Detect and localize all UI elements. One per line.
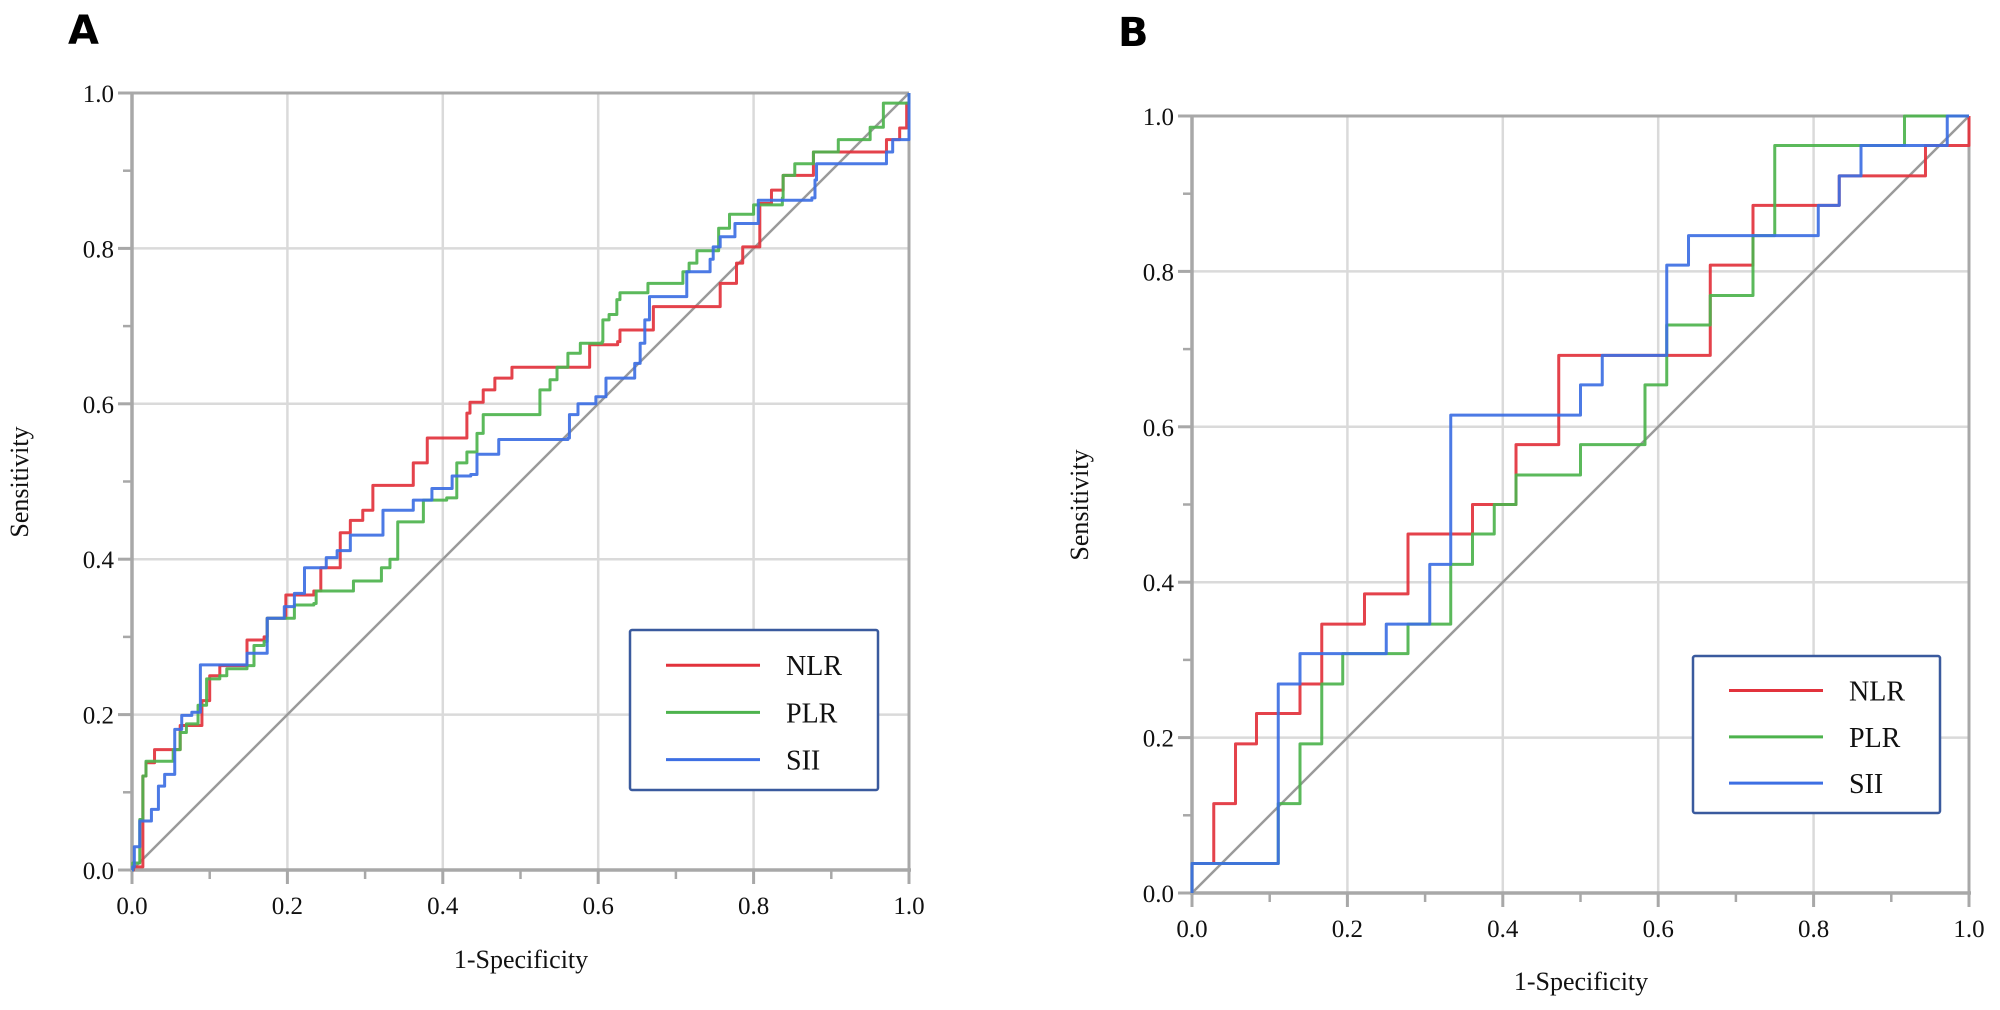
x-tick-label: 1.0 xyxy=(893,893,924,920)
roc-curve-sii xyxy=(131,93,911,872)
x-tick-label: 0.8 xyxy=(1798,916,1829,943)
y-axis-title: Sensitivity xyxy=(1065,449,1094,560)
x-tick-label: 0.4 xyxy=(427,893,459,920)
roc-curve-plr xyxy=(131,93,911,872)
roc-panel-b: 0.0 0.2 0.4 0.6 0.8 1.0 0.0 0.2 0.4 0.6 0.8 1.0 NLR P… xyxy=(1065,10,1985,996)
legend-label: PLR xyxy=(1849,723,1901,754)
legend-box xyxy=(628,628,880,792)
x-axis-title: 1-Specificity xyxy=(454,945,588,974)
y-tick-label: 0.0 xyxy=(1143,881,1174,908)
panel-label: B xyxy=(1118,10,1149,56)
x-tick-label: 0.2 xyxy=(272,893,303,920)
roc-curve-nlr xyxy=(132,93,911,872)
x-tick-label: 0.0 xyxy=(116,893,147,920)
legend: NLR PLR SII xyxy=(628,628,880,792)
legend-label: PLR xyxy=(786,698,838,729)
y-tick-label: 0.0 xyxy=(83,858,114,885)
x-tick-label: 1.0 xyxy=(1953,916,1984,943)
x-axis-title: 1-Specificity xyxy=(1514,967,1648,996)
roc-curve-sii xyxy=(1190,114,1969,893)
x-tick-label: 0.6 xyxy=(583,893,614,920)
legend-box xyxy=(1691,654,1942,815)
y-tick-label: 0.8 xyxy=(1143,259,1174,286)
reference-diagonal-line xyxy=(131,92,910,871)
legend-label: SII xyxy=(1849,769,1883,800)
y-tick-label: 0.8 xyxy=(83,236,114,263)
legend-label: SII xyxy=(786,746,820,777)
x-tick-label: 0.0 xyxy=(1176,916,1207,943)
y-tick-label: 0.2 xyxy=(1143,726,1174,753)
y-axis-title: Sensitivity xyxy=(5,426,34,537)
y-tick-label: 1.0 xyxy=(83,81,114,108)
x-tick-label: 0.4 xyxy=(1487,916,1519,943)
y-tick-label: 0.6 xyxy=(83,392,114,419)
roc-panel-a: 0.0 0.2 0.4 0.6 0.8 1.0 0.0 0.2 0.4 0.6 0.8 1.0 NLR P… xyxy=(5,8,925,974)
y-tick-label: 0.4 xyxy=(1143,570,1175,597)
reference-diagonal-line xyxy=(1191,115,1970,894)
legend: NLR PLR SII xyxy=(1691,654,1942,815)
y-tick-label: 1.0 xyxy=(1143,104,1174,131)
panel-label: A xyxy=(68,8,99,54)
x-tick-label: 0.6 xyxy=(1643,916,1674,943)
legend-label: NLR xyxy=(1849,677,1905,708)
legend-label: NLR xyxy=(786,651,842,682)
roc-curve-plr xyxy=(1190,114,1969,893)
x-tick-label: 0.2 xyxy=(1332,916,1363,943)
x-tick-label: 0.8 xyxy=(738,893,769,920)
y-tick-label: 0.6 xyxy=(1143,415,1174,442)
y-tick-label: 0.2 xyxy=(83,703,114,730)
y-tick-label: 0.4 xyxy=(83,547,115,574)
